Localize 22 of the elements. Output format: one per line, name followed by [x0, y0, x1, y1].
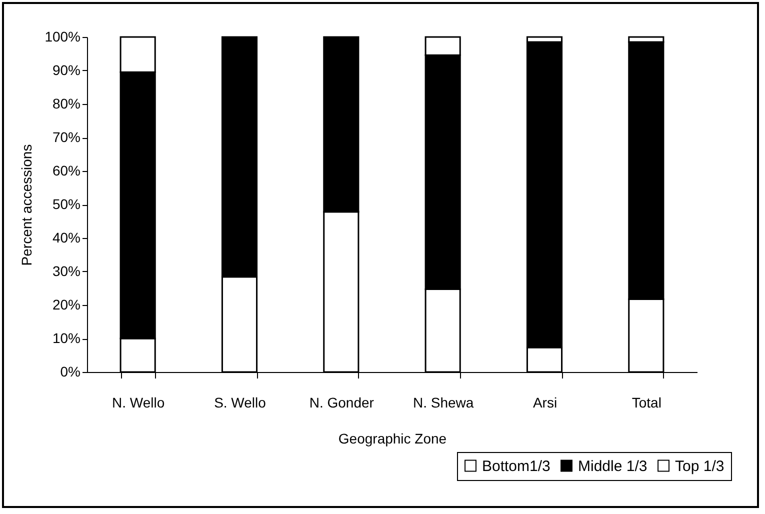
x-tick-label: N. Shewa: [412, 394, 474, 410]
y-tick-label: 40%: [52, 230, 80, 246]
y-tick-label: 70%: [52, 129, 80, 145]
x-tick-label: Arsi: [532, 394, 558, 410]
y-tick-label: 90%: [52, 62, 80, 78]
x-axis-title: Geographic Zone: [338, 430, 447, 446]
y-tick-label: 100%: [44, 28, 80, 44]
y-tick-label: 20%: [52, 296, 80, 312]
x-tick-label: N. Wello: [112, 394, 165, 410]
x-tick-label: S. Wello: [214, 394, 266, 410]
legend-label: Top 1/3: [675, 458, 724, 475]
y-tick-label: 50%: [52, 196, 80, 212]
legend-label: Bottom1/3: [482, 458, 550, 475]
y-tick-label: 60%: [52, 162, 80, 178]
y-axis-title: Percent accessions: [18, 144, 35, 266]
legend-label: Middle 1/3: [578, 458, 648, 475]
y-tick-label: 0%: [60, 364, 80, 380]
x-tick-label: Total: [632, 394, 662, 410]
y-tick-label: 10%: [52, 330, 80, 346]
y-tick-label: 80%: [52, 96, 80, 112]
y-tick-label: 30%: [52, 263, 80, 279]
x-tick-label: N. Gonder: [309, 394, 374, 410]
